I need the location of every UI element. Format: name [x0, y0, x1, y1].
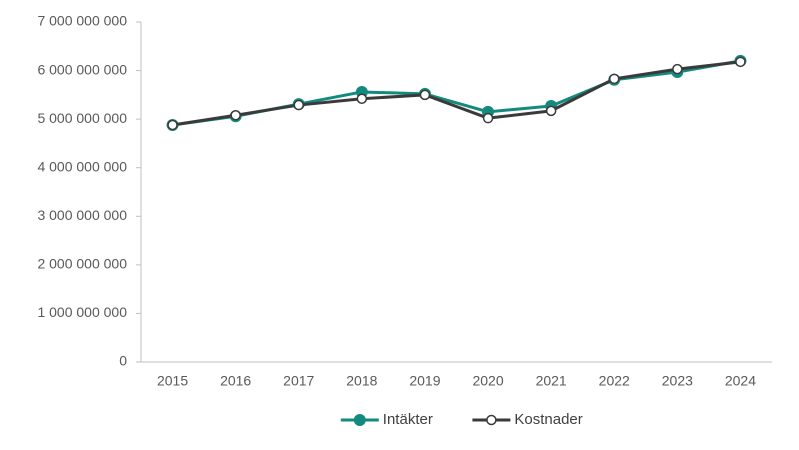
legend-label: Intäkter: [383, 411, 433, 428]
y-tick-label: 0: [119, 353, 127, 369]
series-line: [172, 59, 741, 127]
x-tick-label: 2017: [283, 373, 314, 389]
data-point: [672, 63, 683, 75]
y-tick-label: 2 000 000 000: [37, 256, 127, 272]
x-tick-label: 2019: [409, 373, 440, 389]
x-tick-label: 2018: [346, 373, 377, 389]
x-tick-label: 2023: [662, 373, 693, 389]
legend-marker: [353, 414, 366, 426]
x-tick-label: 2016: [220, 373, 251, 389]
data-point: [230, 110, 241, 121]
data-point: [293, 99, 304, 111]
x-tick-label: 2020: [472, 373, 503, 389]
series-line: [172, 60, 741, 127]
x-tick-label: 2024: [725, 373, 756, 389]
x-tick-label: 2021: [536, 373, 567, 389]
data-point: [609, 73, 620, 85]
data-point: [356, 93, 368, 104]
data-point: [482, 112, 494, 124]
x-tick-label: 2022: [599, 373, 630, 389]
x-tick-label: 2015: [157, 373, 188, 389]
y-tick-label: 1 000 000 000: [37, 304, 127, 320]
data-point: [545, 105, 557, 117]
data-point: [167, 119, 178, 131]
y-tick-label: 7 000 000 000: [37, 13, 127, 29]
y-tick-label: 3 000 000 000: [37, 207, 127, 223]
y-tick-label: 5 000 000 000: [37, 110, 127, 126]
legend-label: Kostnader: [514, 411, 582, 428]
y-tick-label: 4 000 000 000: [37, 158, 127, 174]
data-point: [419, 89, 431, 101]
y-tick-label: 6 000 000 000: [37, 61, 127, 77]
legend-marker: [486, 414, 497, 426]
data-point: [735, 56, 746, 68]
